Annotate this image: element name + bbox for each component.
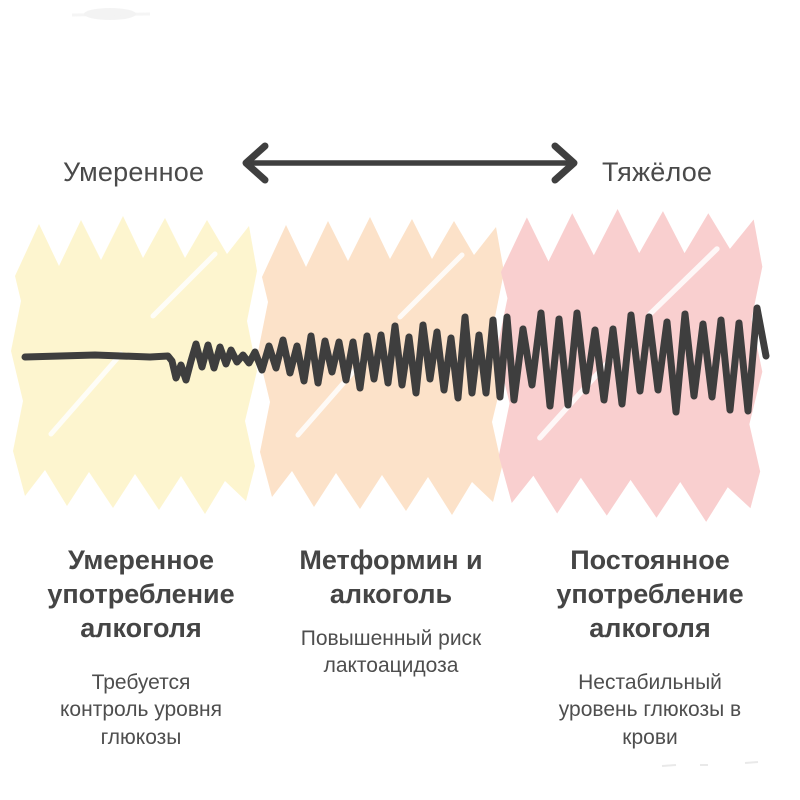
column-heading: Умеренное употребление алкоголя <box>47 545 235 644</box>
severity-arrow <box>242 142 578 184</box>
column-moderate-drinking: Умеренное употребление алкоголя Требуетс… <box>5 543 277 751</box>
column-metformin-alcohol: Метформин и алкоголь Повышенный риск лак… <box>277 543 505 751</box>
arrow-head-right-icon <box>551 142 578 184</box>
bottom-artifacts <box>661 761 759 767</box>
column-body: Нестабильный уровень глюкозы в крови <box>558 671 742 749</box>
highlight-zones <box>11 209 763 522</box>
column-heading: Постоянное употребление алкоголя <box>556 545 744 644</box>
moderate-drinking-zone-patch <box>11 216 257 514</box>
column-body: Требуется контроль уровня глюкозы <box>60 671 222 749</box>
description-columns: Умеренное употребление алкоголя Требуетс… <box>5 543 795 751</box>
glucose-waveform <box>21 304 770 416</box>
top-smudge <box>71 8 151 20</box>
column-heavy-drinking: Постоянное употребление алкоголя Нестаби… <box>505 543 795 751</box>
arrow-head-left-icon <box>242 142 269 184</box>
column-body: Повышенный риск лактоацидоза <box>300 627 482 678</box>
scale-label-moderate: Умеренное <box>63 157 205 187</box>
column-heading: Метформин и алкоголь <box>299 545 483 610</box>
scale-label-severe: Тяжёлое <box>602 157 713 187</box>
